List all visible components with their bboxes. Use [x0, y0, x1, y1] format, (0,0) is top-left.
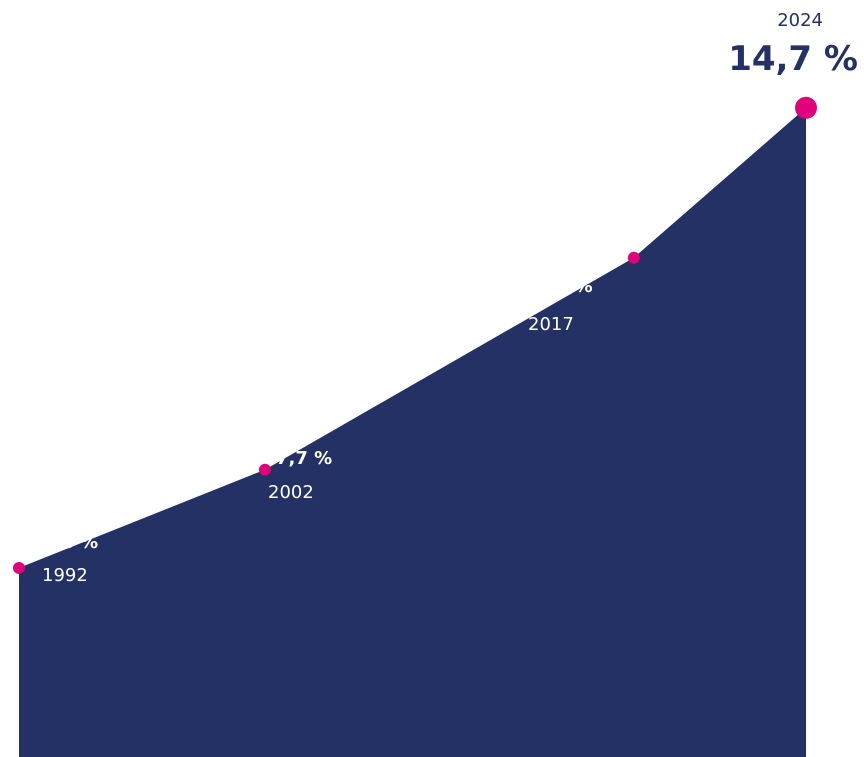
area-fill	[19, 107, 806, 757]
value-label-1992: 5,8 %	[42, 532, 98, 553]
data-markers	[13, 96, 817, 574]
year-label-1992: 1992	[42, 565, 88, 586]
data-point-1992	[13, 561, 25, 574]
value-label-2002: 7,7 %	[276, 448, 332, 469]
year-label-2002: 2002	[268, 482, 314, 503]
value-label-2024: 14,7 %	[728, 39, 858, 79]
year-label-2024: 2024	[777, 10, 823, 31]
data-labels: 5,8 % 1992 7,7 % 2002 11,8 % 2017 14,7 % 2024	[42, 10, 858, 586]
data-point-2024	[795, 96, 817, 119]
value-label-2017: 11,8 %	[524, 276, 593, 297]
data-point-2002	[258, 463, 271, 476]
data-point-2017	[627, 251, 640, 264]
year-label-2017: 2017	[528, 314, 574, 335]
